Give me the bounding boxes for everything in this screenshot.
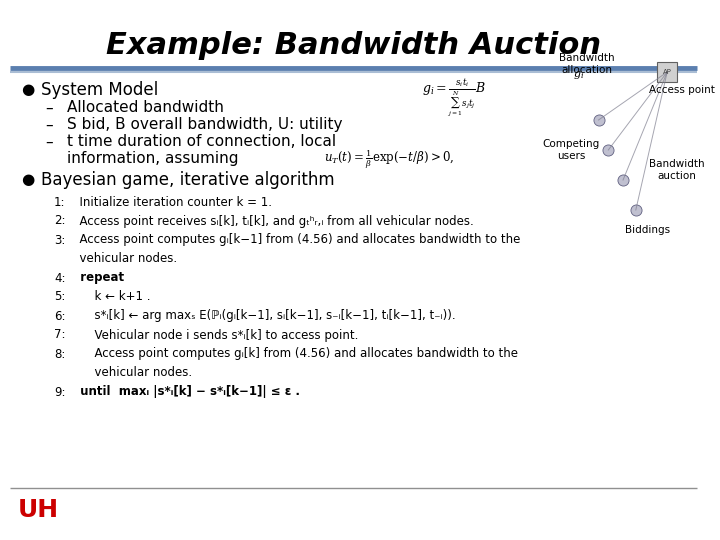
Text: Bandwidth
auction: Bandwidth auction xyxy=(649,159,705,181)
Text: AP: AP xyxy=(662,69,672,75)
Text: UH: UH xyxy=(17,498,59,522)
Text: 5:: 5: xyxy=(54,291,66,303)
Text: t time duration of connection, local: t time duration of connection, local xyxy=(67,134,336,150)
Text: 6:: 6: xyxy=(54,309,66,322)
Text: –: – xyxy=(45,100,53,116)
Text: $g_i = \frac{s_i t_i}{\sum_{j=1}^{N} s_j t_j} B$: $g_i = \frac{s_i t_i}{\sum_{j=1}^{N} s_j… xyxy=(422,77,486,119)
Text: $u_T(t) = \frac{1}{\beta}\exp(-t/\beta) > 0,$: $u_T(t) = \frac{1}{\beta}\exp(-t/\beta) … xyxy=(324,147,454,171)
Text: Vehicular node i sends s*ᵢ[k] to access point.: Vehicular node i sends s*ᵢ[k] to access … xyxy=(71,328,358,341)
Text: Access point receives sᵢ[k], tᵢ[k], and gₜʰᵣ,ᵢ from all vehicular nodes.: Access point receives sᵢ[k], tᵢ[k], and … xyxy=(71,214,473,227)
Text: 9:: 9: xyxy=(54,386,66,399)
Text: Allocated bandwidth: Allocated bandwidth xyxy=(67,100,224,116)
Text: $g_i$: $g_i$ xyxy=(573,69,585,81)
Text: Initialize iteration counter k = 1.: Initialize iteration counter k = 1. xyxy=(71,195,271,208)
Text: information, assuming: information, assuming xyxy=(67,152,238,166)
Text: Bandwidth
allocation: Bandwidth allocation xyxy=(559,53,615,75)
Text: 4:: 4: xyxy=(54,272,66,285)
Text: 3:: 3: xyxy=(54,233,66,246)
Text: 8:: 8: xyxy=(54,348,66,361)
Text: ●: ● xyxy=(21,83,34,98)
Text: System Model: System Model xyxy=(41,81,158,99)
Text: –: – xyxy=(45,118,53,132)
Text: Biddings: Biddings xyxy=(625,225,670,235)
Text: Access point computes gᵢ[k] from (4.56) and allocates bandwidth to the: Access point computes gᵢ[k] from (4.56) … xyxy=(71,348,518,361)
Text: ●: ● xyxy=(21,172,34,187)
Text: 2:: 2: xyxy=(54,214,66,227)
Text: k ← k+1 .: k ← k+1 . xyxy=(71,291,150,303)
Text: vehicular nodes.: vehicular nodes. xyxy=(71,367,192,380)
Text: vehicular nodes.: vehicular nodes. xyxy=(71,253,176,266)
Text: –: – xyxy=(45,134,53,150)
Text: 1:: 1: xyxy=(54,195,66,208)
Text: Access point computes gᵢ[k−1] from (4.56) and allocates bandwidth to the: Access point computes gᵢ[k−1] from (4.56… xyxy=(71,233,520,246)
Text: Access point: Access point xyxy=(649,85,715,95)
Text: Bayesian game, iterative algorithm: Bayesian game, iterative algorithm xyxy=(41,171,335,189)
Text: repeat: repeat xyxy=(71,272,124,285)
Text: 7:: 7: xyxy=(54,328,66,341)
Text: Competing
users: Competing users xyxy=(542,139,600,161)
Text: until  maxᵢ |s*ᵢ[k] − s*ᵢ[k−1]| ≤ ε .: until maxᵢ |s*ᵢ[k] − s*ᵢ[k−1]| ≤ ε . xyxy=(71,386,300,399)
Text: Example: Bandwidth Auction: Example: Bandwidth Auction xyxy=(106,30,600,59)
Text: s*ᵢ[k] ← arg maxₛ E(ℙᵢ(gᵢ[k−1], sᵢ[k−1], s₋ᵢ[k−1], tᵢ[k−1], t₋ᵢ)).: s*ᵢ[k] ← arg maxₛ E(ℙᵢ(gᵢ[k−1], sᵢ[k−1],… xyxy=(71,309,455,322)
Text: S bid, B overall bandwidth, U: utility: S bid, B overall bandwidth, U: utility xyxy=(67,118,342,132)
